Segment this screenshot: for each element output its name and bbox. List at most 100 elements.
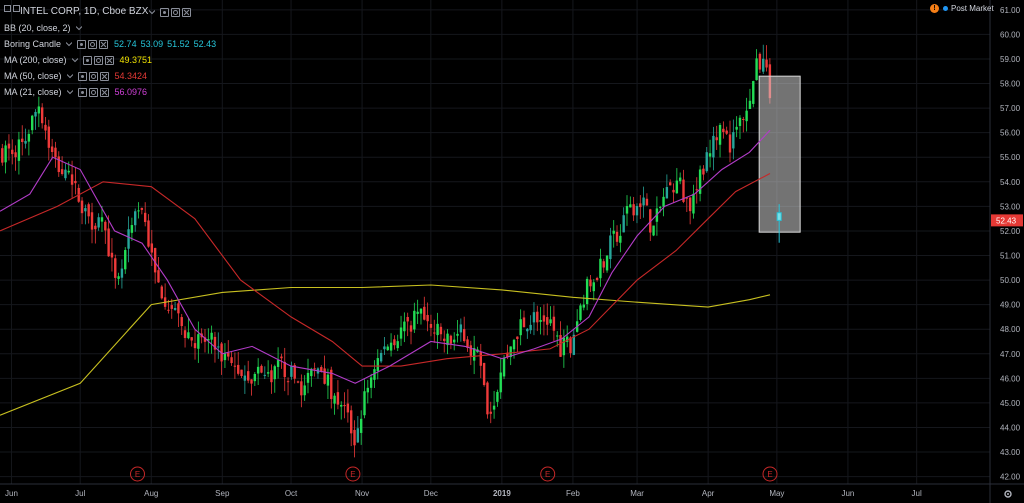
earnings-marker (540, 466, 556, 482)
chevron-down-icon[interactable] (75, 25, 82, 31)
legend-name[interactable]: MA (21, close) (4, 87, 62, 97)
candle-body (80, 200, 84, 214)
candle-body (167, 309, 170, 311)
candle-body (629, 204, 632, 208)
eye-icon[interactable] (77, 87, 87, 97)
legend-name[interactable]: BB (20, close, 2) (4, 23, 71, 33)
close-icon[interactable] (99, 39, 109, 49)
candle-body (87, 204, 90, 217)
gear-icon[interactable] (93, 55, 103, 65)
candle-body (462, 329, 466, 342)
candle-body (519, 319, 522, 336)
candle-body (466, 339, 469, 348)
candle-body (54, 147, 57, 158)
candle-body (280, 356, 283, 359)
gear-icon[interactable] (88, 39, 98, 49)
candle-body (333, 395, 336, 404)
candle-body (389, 342, 393, 351)
gear-icon[interactable] (171, 7, 181, 17)
candle-body (502, 357, 506, 377)
candle-body (565, 336, 569, 342)
candle-body (67, 170, 70, 173)
minimize-icon[interactable] (4, 5, 11, 12)
candle-body (330, 369, 333, 400)
legend-name[interactable]: Boring Candle (4, 39, 62, 49)
candle-body (24, 140, 27, 144)
candle-body (217, 346, 220, 348)
candle-body (708, 153, 712, 157)
candle-body (127, 229, 130, 249)
candle-body (542, 315, 546, 322)
candle-body (556, 335, 559, 337)
candle-body (286, 381, 290, 383)
y-axis: 61.00 60.00 59.00 58.00 57.00 56.00 55.00 54.00… (989, 0, 1023, 503)
candle-body (250, 379, 253, 384)
candle-body (393, 339, 396, 346)
restore-icon[interactable] (13, 5, 20, 12)
candle-body (579, 305, 582, 320)
candle-body (70, 174, 74, 185)
warning-icon[interactable]: ! (930, 4, 939, 13)
candle-body (632, 204, 635, 216)
eye-icon[interactable] (77, 71, 87, 81)
legend-name[interactable]: MA (50, close) (4, 71, 62, 81)
candle-body (429, 323, 433, 328)
x-tick-label: Jul (912, 489, 922, 498)
candle-body (482, 362, 486, 386)
candle-body (672, 189, 675, 193)
candle-body (160, 286, 163, 299)
x-tick-label: Nov (355, 489, 369, 498)
gear-icon[interactable] (88, 71, 98, 81)
close-icon[interactable] (104, 55, 114, 65)
gear-icon[interactable] (88, 87, 98, 97)
candle-body (266, 372, 270, 374)
candle-body (147, 220, 150, 247)
close-value: 52.43 (193, 39, 217, 49)
candle-body (755, 58, 758, 81)
candle-body (762, 58, 765, 72)
candle-body (522, 317, 526, 328)
candle-body (270, 370, 273, 383)
y-tick-label: 55.00 (1000, 153, 1021, 162)
symbol-title[interactable]: INTEL CORP, 1D, Cboe BZX (20, 6, 149, 17)
y-tick-label: 46.00 (1000, 374, 1021, 383)
candle-body (758, 53, 762, 70)
legend-name[interactable]: MA (200, close) (4, 55, 67, 65)
candle-body (190, 337, 193, 341)
chevron-down-icon[interactable] (71, 57, 78, 63)
candle-body (536, 311, 539, 323)
candle-body (263, 374, 267, 376)
chevron-down-icon[interactable] (66, 89, 73, 95)
chevron-down-icon[interactable] (66, 73, 73, 79)
eye-icon[interactable] (77, 39, 87, 49)
post-market-indicator[interactable]: ! Post Market (930, 4, 994, 13)
candle-body (752, 81, 755, 104)
chevron-down-icon[interactable] (149, 9, 156, 15)
eye-icon[interactable] (82, 55, 92, 65)
candle-body (276, 360, 280, 367)
candle-body (449, 335, 453, 344)
candle-body (30, 115, 34, 131)
y-tick-label: 49.00 (1000, 301, 1021, 310)
eye-icon[interactable] (160, 7, 170, 17)
earnings-marker (345, 466, 361, 482)
candle-body (718, 124, 722, 145)
candle-body (619, 235, 622, 243)
earnings-label: E (767, 470, 772, 479)
legend-boring-candle: Boring Candle 52.74 53.09 51.52 52.43 (4, 36, 216, 52)
y-tick-label: 57.00 (1000, 104, 1021, 113)
candle-body (403, 321, 406, 332)
close-icon[interactable] (99, 87, 109, 97)
chart-settings-gear-icon[interactable] (1003, 489, 1013, 499)
close-icon[interactable] (99, 71, 109, 81)
x-tick-label: Apr (702, 489, 715, 498)
chevron-down-icon[interactable] (66, 41, 73, 47)
candle-body (443, 338, 446, 341)
candle-body (695, 189, 698, 191)
candle-body (97, 217, 100, 228)
close-icon[interactable] (182, 7, 192, 17)
last-price-tag (991, 214, 1023, 227)
